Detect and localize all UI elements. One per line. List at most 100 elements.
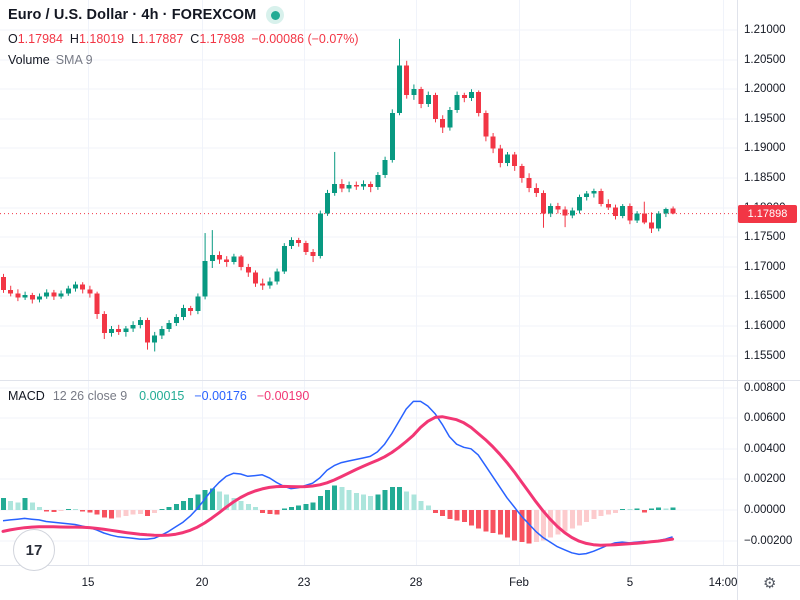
macd-hist-bar (231, 497, 237, 510)
candle-body (238, 256, 244, 267)
macd-hist-bar (404, 491, 410, 510)
time-axis-label: 28 (409, 577, 423, 589)
candle-body (440, 118, 446, 128)
candle-body (339, 183, 345, 189)
macd-hist-bar (591, 510, 597, 520)
macd-hist-bar (274, 510, 280, 515)
macd-hist-bar (433, 510, 438, 514)
time-axis[interactable]: 15 20 23 28 Feb 5 14:00 (0, 565, 800, 600)
candle-body (476, 92, 482, 113)
volume-legend: Volume SMA 9 (8, 53, 93, 67)
candle-body (332, 183, 338, 193)
candle-body (469, 92, 474, 99)
time-axis-label: 15 (81, 577, 95, 589)
candle-body (627, 205, 633, 221)
macd-hist-bar (519, 510, 525, 543)
macd-hist-bar (634, 508, 640, 510)
candle-body (317, 213, 323, 257)
candle-body (483, 112, 489, 137)
macd-axis-label: 0.00200 (744, 473, 786, 486)
macd-hist-bar (101, 510, 107, 518)
macd-hist-bar (181, 500, 186, 510)
settings-gear-icon[interactable]: ⚙ (763, 575, 777, 592)
candle-body (670, 208, 676, 214)
macd-hist-bar (541, 510, 546, 541)
candle-body (209, 254, 215, 261)
candle-body (613, 207, 618, 216)
candle-body (123, 328, 129, 332)
candle-body (1, 276, 6, 290)
macd-hist-bar (195, 494, 201, 510)
macd-hist-bar (353, 493, 359, 510)
macd-hist-bar (641, 510, 647, 513)
macd-hist-bar (145, 510, 150, 517)
candle-body (224, 259, 230, 263)
candle-body (634, 213, 640, 221)
macd-hist-bar (1, 497, 6, 510)
candle-body (555, 205, 561, 210)
candle-body (569, 210, 575, 216)
macd-hist-bar (562, 510, 568, 532)
macd-hist-bar (44, 510, 50, 512)
price-axis-label: 1.17500 (744, 231, 786, 244)
macd-legend-title[interactable]: MACD (8, 389, 45, 403)
price-axis-label: 1.17000 (744, 260, 786, 273)
candle-body (44, 292, 50, 297)
candle-body (591, 191, 597, 194)
macd-hist-bar (605, 510, 611, 515)
candle-body (231, 256, 237, 263)
candle-body (37, 296, 42, 300)
macd-hist-bar (94, 510, 100, 515)
macd-hist-bar (22, 497, 28, 510)
volume-legend-title[interactable]: Volume (8, 53, 50, 67)
candle-body (389, 112, 395, 161)
candle-body (22, 295, 28, 298)
macd-hist-bar (375, 494, 381, 510)
tradingview-logo[interactable]: 17 (13, 529, 55, 571)
macd-axis-label: 0.00600 (744, 412, 786, 425)
low-value: L1.17887 (131, 32, 184, 46)
price-axis-label: 1.16500 (744, 290, 786, 303)
macd-hist-bar (29, 502, 35, 510)
macd-hist-bar (202, 490, 208, 510)
candle-body (51, 292, 57, 297)
candle-body (15, 293, 21, 298)
macd-hist-bar (188, 497, 194, 510)
market-status-icon[interactable] (266, 6, 285, 24)
candle-body (397, 65, 402, 113)
macd-hist-bar (663, 508, 669, 510)
macd-hist-bar (613, 510, 618, 514)
macd-hist-bar (296, 505, 302, 510)
macd-hist-bar (137, 510, 143, 514)
macd-hist-bar (397, 487, 402, 510)
macd-hist-bar (65, 508, 71, 510)
candle-body (253, 272, 258, 284)
candle-body (375, 175, 381, 187)
symbol-title[interactable]: Euro / U.S. Dollar · 4h · FOREXCOM (8, 7, 257, 23)
candle-body (361, 183, 366, 187)
macd-hist-bar (483, 510, 489, 532)
candle-body (73, 284, 78, 289)
open-value: O1.17984 (8, 32, 63, 46)
macd-signal-value: −0.00190 (256, 389, 310, 403)
candle-body (382, 160, 388, 176)
macd-hist-bar (382, 490, 388, 510)
candle-body (145, 320, 150, 343)
price-axis-label: 1.21000 (744, 24, 786, 36)
candle-body (519, 166, 525, 178)
macd-axis[interactable]: 0.00800 0.00600 0.00400 0.00200 0.00000 −0.00… (737, 0, 800, 565)
candle-body (281, 246, 287, 272)
macd-hist-bar (577, 510, 582, 526)
macd-hist-bar (281, 508, 287, 510)
macd-hist-bar (454, 510, 460, 521)
candle-body (605, 204, 611, 208)
price-axis-label: 1.16000 (744, 320, 786, 332)
candle-body (137, 320, 143, 325)
candle-body (87, 289, 93, 294)
macd-hist-bar (289, 506, 294, 510)
candle-body (166, 323, 172, 329)
macd-hist-bar (116, 510, 122, 518)
candle-body (159, 328, 165, 336)
candle-body (461, 95, 467, 99)
